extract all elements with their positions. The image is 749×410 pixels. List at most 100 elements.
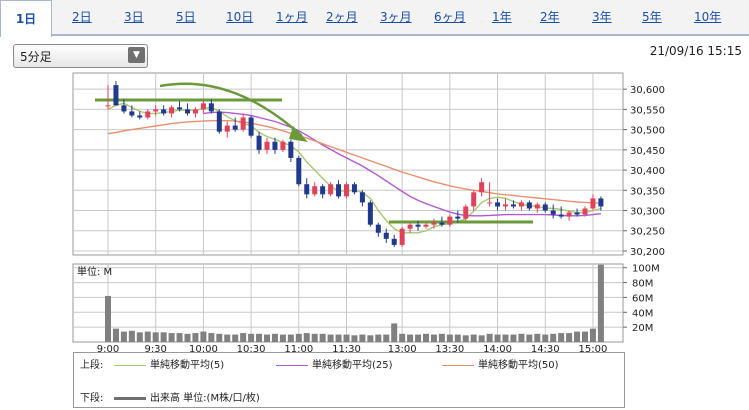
- volume-bar: [216, 333, 223, 342]
- time-tick-label: 13:30: [435, 344, 464, 355]
- tab-12[interactable]: 3年: [592, 10, 612, 24]
- time-tick-label: 9:30: [144, 344, 166, 355]
- volume-bar: [407, 334, 414, 342]
- candle-body: [526, 202, 532, 209]
- candle-body: [367, 202, 373, 225]
- candle-body: [550, 210, 556, 215]
- trend-annotations: [95, 82, 533, 224]
- tab-9[interactable]: 6ヶ月: [434, 10, 466, 24]
- volume-bar: [351, 335, 358, 342]
- candle-body: [542, 204, 548, 211]
- volume-bar: [335, 334, 342, 342]
- candle-body: [487, 202, 493, 204]
- volume-bar: [550, 333, 557, 342]
- time-tick-label: 11:00: [284, 344, 313, 355]
- legend-ma50-swatch: [442, 364, 474, 366]
- tab-5[interactable]: 10日: [226, 10, 254, 24]
- time-tick-label: 14:00: [483, 344, 512, 355]
- time-tick-label: 10:00: [189, 344, 218, 355]
- legend-ma5-swatch: [114, 364, 146, 366]
- volume-bar: [224, 334, 231, 342]
- volume-bar: [105, 295, 111, 342]
- tab-6[interactable]: 1ヶ月: [276, 10, 308, 24]
- tab-11[interactable]: 2年: [540, 10, 560, 24]
- candle-body: [423, 224, 429, 227]
- volume-tick-label: 100M: [632, 264, 660, 275]
- candle-body: [391, 238, 397, 245]
- time-tick-label: 9:00: [97, 344, 119, 355]
- volume-bar: [566, 333, 573, 342]
- tab-14[interactable]: 10年: [694, 10, 722, 24]
- volume-bar: [287, 334, 294, 342]
- time-tick-label: 13:00: [388, 344, 417, 355]
- tab-13[interactable]: 5年: [642, 10, 662, 24]
- interval-select[interactable]: 5分足 ▼: [13, 44, 148, 68]
- candle-body: [296, 157, 302, 185]
- volume-bar: [446, 334, 453, 342]
- candle-body: [351, 184, 357, 193]
- volume-bar: [264, 334, 270, 342]
- tab-3[interactable]: 3日: [124, 10, 144, 24]
- price-tick-label: 30,400: [630, 166, 665, 177]
- volume-bar: [597, 264, 604, 342]
- candle-body: [113, 85, 119, 106]
- candle-body: [510, 204, 516, 207]
- volume-bar: [240, 333, 247, 342]
- candle-body: [192, 109, 198, 114]
- tab-2[interactable]: 2日: [72, 10, 92, 24]
- volume-bar: [486, 333, 493, 342]
- volume-bar: [438, 333, 445, 342]
- volume-bar: [470, 334, 477, 342]
- candle-body: [518, 202, 524, 207]
- volume-bar: [327, 334, 334, 342]
- volume-bar: [399, 333, 406, 342]
- tab-7[interactable]: 2ヶ月: [326, 10, 358, 24]
- candle-body: [336, 184, 342, 197]
- candle-body: [383, 232, 389, 239]
- volume-bar: [462, 335, 469, 342]
- volume-bar: [232, 334, 239, 342]
- volume-bar: [359, 334, 366, 342]
- candle-body: [264, 141, 270, 150]
- candle-body: [272, 141, 278, 150]
- volume-bar: [160, 332, 167, 342]
- candle-body: [495, 202, 501, 207]
- volume-bar: [367, 335, 374, 342]
- price-tick-label: 30,200: [630, 247, 665, 258]
- candle-body: [288, 141, 294, 158]
- legend-ma50-label: 単純移動平均(50): [478, 360, 559, 371]
- candle-body: [169, 107, 175, 114]
- price-tick-label: 30,550: [630, 105, 665, 116]
- price-tick-label: 30,250: [630, 227, 665, 238]
- volume-bar: [136, 332, 143, 342]
- candle-body: [375, 224, 381, 233]
- time-tick-label: 10:30: [237, 344, 266, 355]
- volume-tick-label: 80M: [632, 279, 653, 290]
- candle-body: [582, 208, 588, 215]
- tab-8[interactable]: 3ヶ月: [380, 10, 412, 24]
- tab-10[interactable]: 1年: [492, 10, 512, 24]
- legend-upper-label: 上段:: [80, 360, 104, 371]
- volume-bar: [144, 331, 151, 342]
- candle-body: [566, 212, 572, 217]
- legend-ma5: 単純移動平均(5): [114, 356, 224, 371]
- tab-4[interactable]: 5日: [176, 10, 196, 24]
- volume-bar: [200, 331, 207, 342]
- legend-ma25: 単純移動平均(25): [276, 356, 393, 371]
- volume-bar: [494, 334, 501, 342]
- candle-body: [574, 212, 580, 215]
- volume-bar: [430, 334, 437, 342]
- price-tick-label: 30,350: [630, 186, 665, 197]
- volume-bar: [582, 331, 588, 342]
- price-tick-label: 30,300: [630, 207, 665, 218]
- volume-bar: [510, 334, 517, 342]
- candle-body: [558, 214, 564, 217]
- tab-1[interactable]: 1日: [0, 0, 52, 37]
- candle-body: [216, 111, 222, 132]
- candle-body: [439, 222, 445, 225]
- candle-body: [590, 198, 596, 209]
- candle-body: [232, 125, 238, 130]
- candle-body: [312, 186, 318, 195]
- candle-body: [534, 204, 540, 209]
